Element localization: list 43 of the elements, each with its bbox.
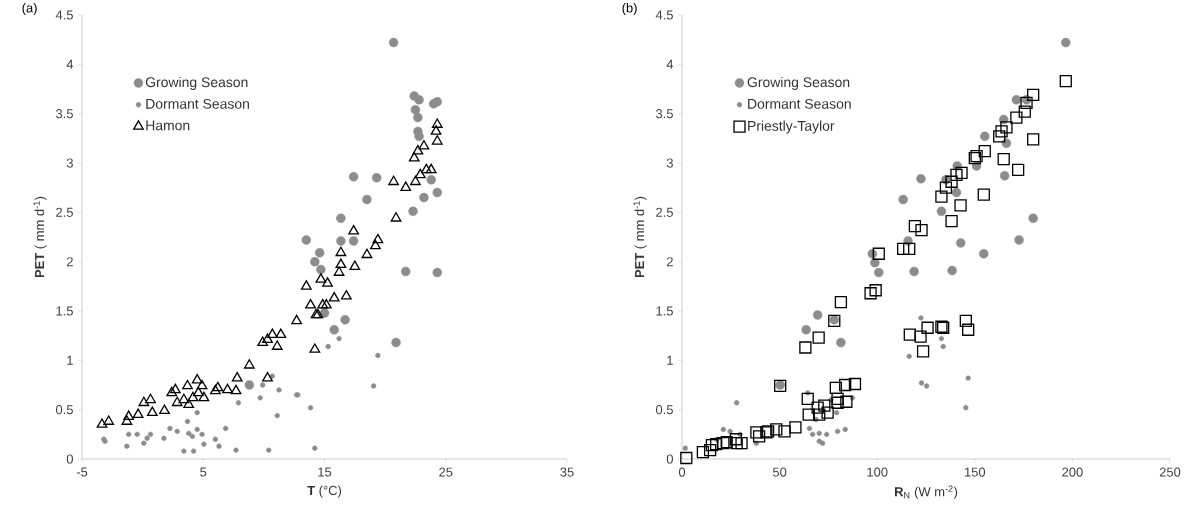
legend-label: Priestly-Taylor [748, 120, 835, 134]
x-tick-label: 25 [439, 467, 453, 477]
y-tick-label: 1 [67, 355, 73, 365]
y-tick-label: 1.5 [56, 306, 73, 316]
y-tick-label: 2 [666, 257, 673, 267]
x-tick-label: 0 [678, 467, 686, 477]
chart-title: (a) [22, 2, 37, 16]
y-tick-label: 2.5 [656, 207, 673, 217]
x-tick-label: 150 [964, 467, 986, 477]
y-tick-label: 2 [66, 257, 73, 267]
y-tick-label: 4.5 [655, 10, 673, 20]
x-axis-title: R$_{N}$ (W m$^{-2}$) [894, 485, 958, 499]
y-tick-label: 4 [66, 59, 74, 69]
y-tick-label: 4.5 [55, 10, 73, 20]
x-tick-label: 15 [318, 467, 332, 477]
x-axis-title: T (°C) [307, 485, 342, 498]
y-tick-label: 0.5 [55, 405, 73, 415]
chart-title: (b) [622, 2, 637, 16]
y-tick-label: 0.5 [655, 405, 673, 415]
y-tick-label: 0 [666, 454, 673, 464]
y-tick-label: 4 [666, 59, 674, 69]
x-tick-label: 35 [560, 467, 574, 477]
x-tick-label: 200 [1062, 467, 1083, 477]
x-tick-label: 5 [200, 467, 207, 477]
y-tick-label: 2.5 [56, 207, 73, 217]
x-tick-label: 100 [867, 467, 888, 477]
y-tick-label: 3.5 [655, 109, 673, 119]
legend-label: Dormant Season [748, 98, 851, 109]
legend-label: Dormant Season [146, 98, 249, 109]
x-tick-label: -5 [76, 467, 88, 477]
y-tick-label: 1 [667, 355, 673, 365]
y-axis-title: PET ( mm d$^{-1}$) [33, 196, 47, 278]
x-tick-label: 50 [772, 467, 787, 477]
legend-label: Hamon [146, 120, 190, 131]
y-axis-title: PET ( mm d$^{-1}$) [633, 196, 647, 278]
y-tick-label: 1.5 [656, 306, 673, 316]
y-tick-label: 3.5 [55, 109, 73, 119]
y-tick-label: 0 [66, 454, 73, 464]
x-tick-label: 250 [1159, 467, 1181, 477]
y-tick-label: 3 [66, 158, 73, 168]
legend-label: Growing Season [145, 76, 248, 90]
legend-label: Growing Season [747, 76, 850, 90]
y-tick-label: 3 [666, 158, 673, 168]
